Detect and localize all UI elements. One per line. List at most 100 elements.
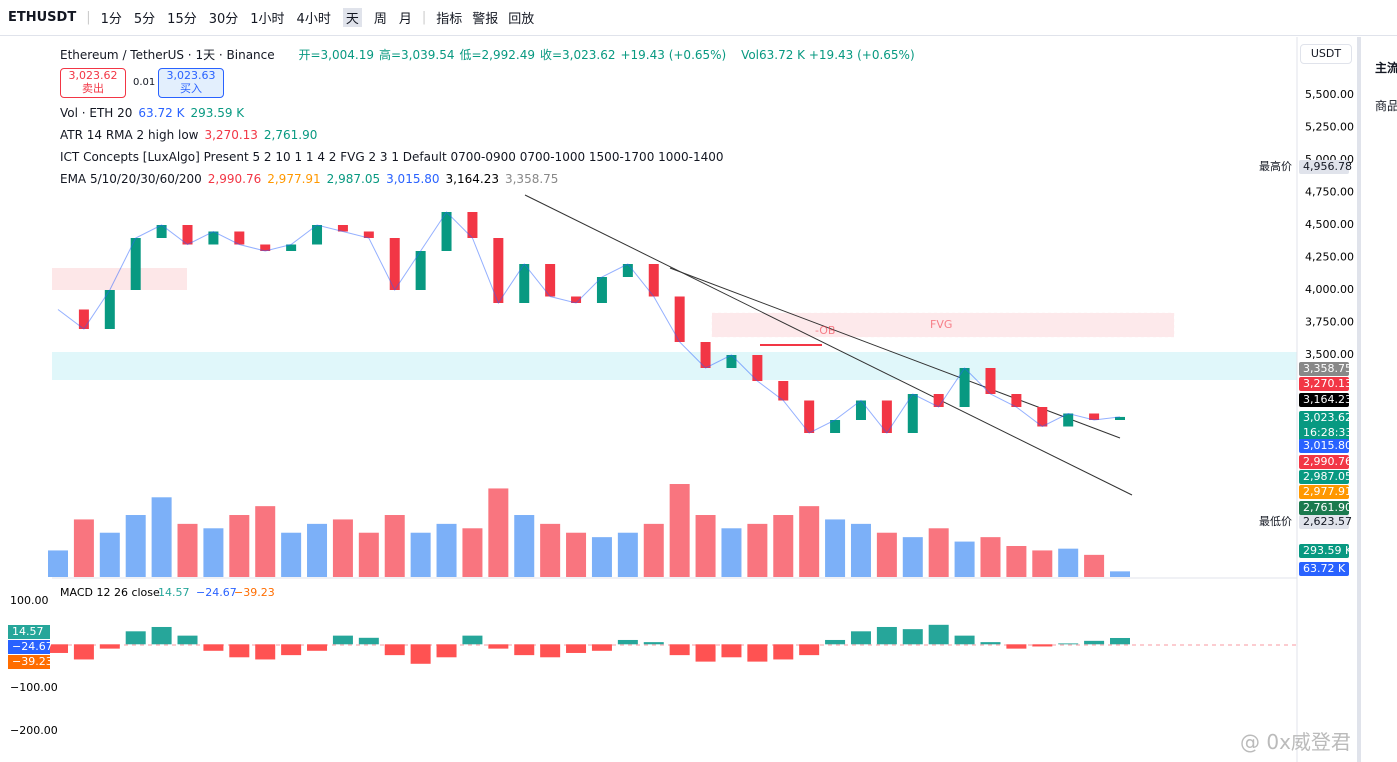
macd-value: −24.67 — [196, 586, 237, 599]
candle — [337, 225, 348, 232]
sell-button[interactable]: 3,023.62 卖出 — [60, 68, 126, 98]
indicator-value: 2,987.05 — [326, 172, 381, 186]
macd-value: 14.57 — [158, 586, 190, 599]
candle — [700, 342, 711, 368]
macd-bar — [99, 644, 120, 649]
macd-bar — [48, 644, 68, 653]
volume-bar — [928, 528, 949, 577]
volume-bar — [1006, 546, 1027, 577]
volume-bar — [980, 537, 1001, 577]
macd-bar — [410, 644, 431, 664]
candle — [208, 231, 219, 245]
buy-button[interactable]: 3,023.63 买入 — [158, 68, 224, 98]
replay[interactable]: 回放 — [508, 12, 535, 27]
candle — [726, 355, 737, 368]
ob-label: -OB — [815, 324, 835, 337]
indicators[interactable]: 指标 — [436, 12, 463, 27]
macd-bar — [229, 644, 250, 658]
volume-bar — [514, 515, 535, 577]
candle — [156, 225, 167, 238]
volume-bar — [48, 550, 68, 577]
macd-bar — [203, 644, 224, 651]
candle — [415, 251, 426, 290]
price-tag: 3,270.13 — [1303, 377, 1352, 390]
price-tag-note: 最高价 — [1259, 159, 1292, 173]
indicator-value: 3,270.13 — [204, 128, 258, 142]
price-axis-label: 5,250.00 — [1305, 121, 1354, 134]
candle — [312, 225, 323, 245]
price-tag-bg — [1299, 362, 1349, 376]
candle — [78, 309, 89, 329]
volume-bar — [669, 484, 690, 577]
candle — [881, 400, 892, 433]
candle — [389, 238, 400, 290]
macd-bar — [488, 644, 509, 649]
symbol[interactable]: ETHUSDT — [8, 10, 77, 25]
buy-label: 买入 — [180, 82, 202, 95]
candle — [804, 400, 815, 433]
macd-bar — [980, 642, 1001, 645]
chart: 5,500.005,250.005,000.004,750.004,500.00… — [8, 37, 1354, 762]
indicator-value: 2,977.91 — [267, 172, 321, 186]
qty: 0.01 — [133, 77, 156, 88]
alert[interactable]: 警报 — [472, 12, 499, 27]
indicator-row: ICT Concepts [LuxAlgo] Present 5 2 10 1 … — [60, 150, 724, 164]
volume-bar — [462, 528, 483, 577]
candle — [493, 238, 504, 303]
volume-bar — [773, 515, 794, 577]
sell-price: 3,023.62 — [68, 69, 118, 82]
macd-bar — [1110, 637, 1130, 645]
macd-bar — [721, 644, 742, 658]
macd-bar — [1032, 644, 1053, 647]
interval[interactable]: 1小时 — [250, 12, 285, 27]
indicator-value: 293.59 K — [190, 106, 245, 120]
volume-bar — [1110, 571, 1130, 577]
macd-bar — [566, 644, 587, 653]
macd-bar — [436, 644, 457, 658]
interval[interactable]: 月 — [398, 12, 412, 27]
volume-bar — [332, 519, 353, 577]
volume-bar — [229, 515, 250, 577]
price-axis-label: 3,500.00 — [1305, 348, 1354, 361]
volume-bar — [566, 532, 587, 577]
interval[interactable]: 30分 — [208, 12, 239, 27]
candle — [674, 296, 685, 342]
price-axis-label: 4,250.00 — [1305, 251, 1354, 264]
price-tag-bg — [1299, 470, 1349, 484]
price-tag-bg — [1299, 160, 1349, 174]
indicator-row: EMA 5/10/20/30/60/200 2,990.76 2,977.91 2,9… — [60, 172, 558, 186]
price-tag-bg — [1299, 501, 1349, 515]
price-tag-bg — [1299, 485, 1349, 499]
indicator-name: ICT Concepts [LuxAlgo] Present 5 2 10 1 … — [60, 150, 724, 164]
volume-bar — [151, 497, 172, 577]
sidebar-tab[interactable]: 商品 — [1375, 99, 1397, 113]
macd-bar — [73, 644, 94, 660]
interval[interactable]: 周 — [373, 12, 387, 27]
macd-bar — [462, 635, 483, 645]
macd-bar — [307, 644, 328, 651]
macd-bar — [591, 644, 612, 651]
volume-bar — [1084, 554, 1105, 577]
interval[interactable]: 4小时 — [296, 12, 331, 27]
macd-bar — [332, 635, 353, 645]
candle — [1037, 407, 1048, 427]
price-axis-label: 4,000.00 — [1305, 283, 1354, 296]
sidebar-tab[interactable]: 主流 — [1375, 61, 1397, 75]
macd-bar — [954, 635, 975, 645]
macd-bar — [643, 642, 664, 645]
ohlc-value: +19.43 (+0.65%) — [620, 48, 727, 62]
volume-bar — [1032, 550, 1053, 577]
currency[interactable]: USDT — [1300, 44, 1352, 64]
interval[interactable]: 5分 — [133, 12, 156, 27]
candle — [830, 420, 841, 433]
interval[interactable]: 15分 — [167, 12, 197, 27]
interval[interactable]: 1分 — [100, 12, 122, 27]
macd-bar — [876, 626, 897, 645]
volume-bar — [281, 532, 302, 577]
macd-tag: 14.57 — [12, 625, 44, 638]
price-tag: 3,164.23 — [1303, 393, 1352, 406]
interval[interactable]: 天 — [342, 8, 362, 27]
indicator-value: 2,761.90 — [263, 128, 318, 142]
price-axis-label: 4,750.00 — [1305, 186, 1354, 199]
price-tag: 4,956.78 — [1303, 160, 1352, 173]
